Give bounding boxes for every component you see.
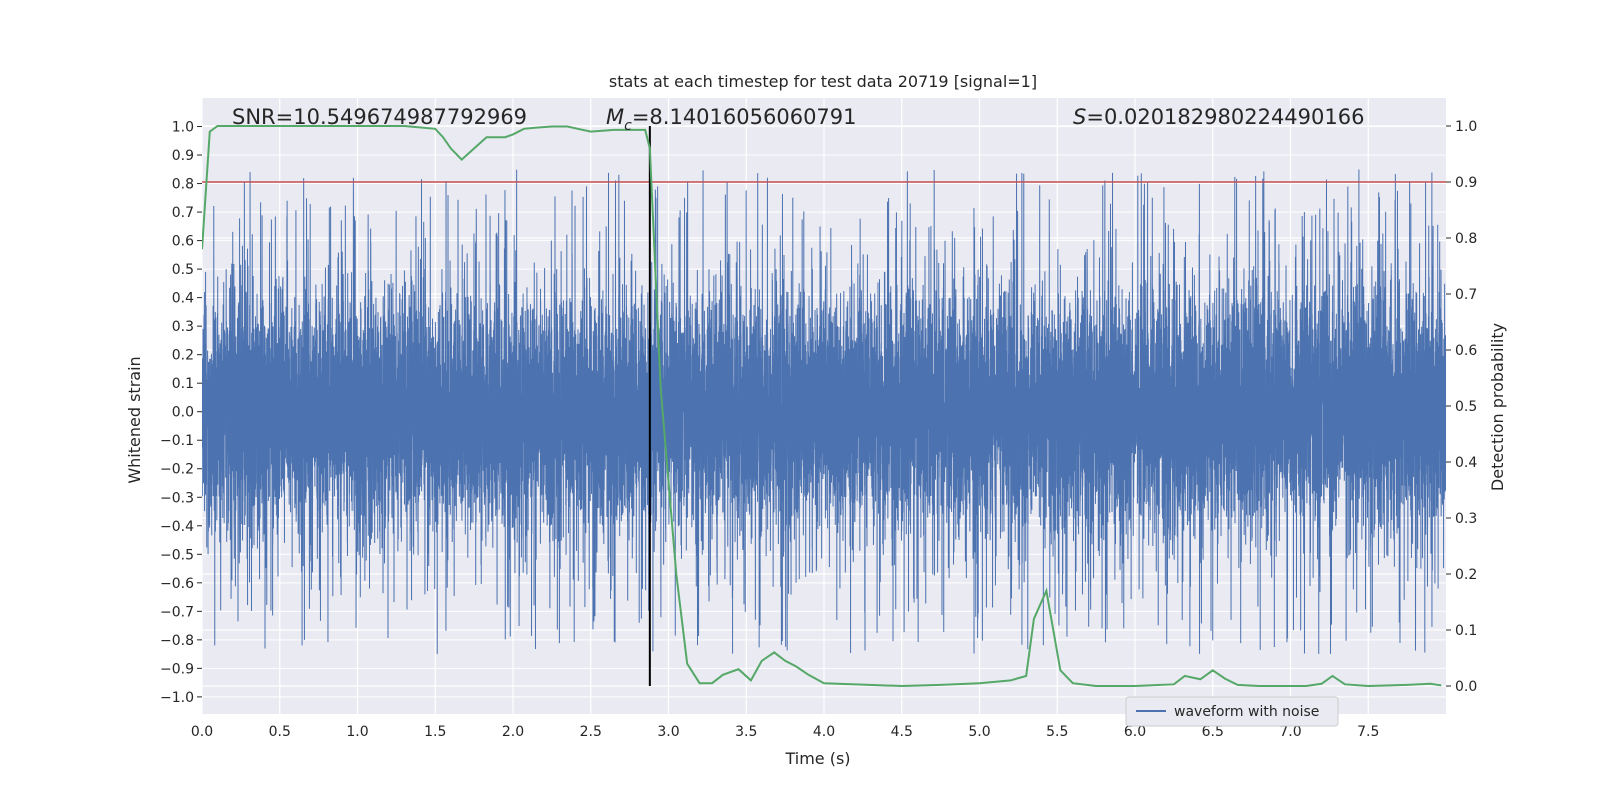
y-tick-label: −0.7 [160, 604, 194, 620]
x-tick-label: 3.0 [657, 724, 679, 740]
y-tick-label: 0.5 [172, 262, 194, 278]
y2-tick-label: 0.4 [1455, 455, 1477, 471]
s-value: =0.020182980224490166 [1086, 105, 1364, 129]
y-tick-label: −0.9 [160, 661, 194, 677]
y-tick-label: 0.7 [172, 205, 194, 221]
y-axis-ticks: 1.0 0.9 0.8 0.7 0.6 0.5 0.4 0.3 0.2 0.1 0.0 −0.1 −0.… [160, 120, 202, 706]
y-axis-label: Whitened strain [125, 356, 144, 483]
x-tick-label: 5.0 [968, 724, 990, 740]
x-tick-label: 1.5 [424, 724, 446, 740]
chirp-mass-subscript: c [624, 118, 632, 134]
x-tick-label: 0.0 [191, 724, 213, 740]
x-tick-label: 3.5 [735, 724, 757, 740]
y2-tick-label: 1.0 [1455, 119, 1477, 135]
y-tick-label: −0.3 [160, 490, 194, 506]
y2-axis-ticks: 1.0 0.9 0.8 0.7 0.6 0.5 0.4 0.3 0.2 0.1 0.0 [1446, 119, 1477, 695]
legend-box [1125, 696, 1339, 727]
y-tick-label: 0.9 [172, 148, 194, 164]
x-tick-label: 7.0 [1279, 724, 1301, 740]
x-tick-label: 2.0 [502, 724, 524, 740]
y-tick-label: 0.6 [172, 234, 194, 250]
x-tick-label: 2.5 [580, 724, 602, 740]
x-tick-label: 1.0 [346, 724, 368, 740]
legend: waveform with noise [1125, 696, 1339, 727]
y2-tick-label: 0.2 [1455, 567, 1477, 583]
y2-tick-label: 0.9 [1455, 175, 1477, 191]
s-symbol: S [1073, 105, 1086, 129]
y-tick-label: 1.0 [172, 120, 194, 136]
y2-tick-label: 0.0 [1455, 679, 1477, 695]
x-tick-label: 6.5 [1202, 724, 1224, 740]
x-tick-label: 6.0 [1124, 724, 1146, 740]
y-tick-label: −0.8 [160, 633, 194, 649]
x-tick-label: 4.5 [891, 724, 913, 740]
legend-entry-waveform: waveform with noise [1174, 704, 1319, 720]
snr-annotation: SNR=10.549674987792969 [232, 105, 527, 129]
x-tick-label: 4.0 [813, 724, 835, 740]
y-tick-label: −0.4 [160, 519, 194, 535]
y2-tick-label: 0.3 [1455, 511, 1477, 527]
y-tick-label: 0.2 [172, 348, 194, 364]
y-tick-label: 0.0 [172, 405, 194, 421]
chirp-mass-symbol: M [606, 105, 624, 129]
y2-tick-label: 0.7 [1455, 287, 1477, 303]
y2-tick-label: 0.5 [1455, 399, 1477, 415]
y2-tick-label: 0.1 [1455, 623, 1477, 639]
y-tick-label: −1.0 [160, 690, 194, 706]
chart-marks [202, 125, 1446, 688]
x-tick-label: 5.5 [1046, 724, 1068, 740]
chirp-mass-value: =8.14016056060791 [632, 105, 857, 129]
x-tick-label: 7.5 [1357, 724, 1379, 740]
x-axis-ticks: 0.0 0.5 1.0 1.5 2.0 2.5 3.0 3.5 4.0 4.5 5.0 5.5 6.0 6… [191, 724, 1380, 740]
chirp-mass-annotation: Mc=8.14016056060791 [606, 105, 857, 134]
y-tick-label: 0.1 [172, 376, 194, 392]
y-tick-label: −0.2 [160, 462, 194, 478]
y-tick-label: −0.6 [160, 576, 194, 592]
plot-area [202, 125, 1446, 688]
x-tick-label: 0.5 [269, 724, 291, 740]
s-annotation: S=0.020182980224490166 [1073, 105, 1364, 129]
y-tick-label: 0.4 [172, 291, 194, 307]
y2-axis-label: Detection probability [1488, 323, 1507, 491]
x-axis-label: Time (s) [784, 749, 850, 768]
chart-title: stats at each timestep for test data 207… [609, 72, 1037, 91]
series-detection-probability [202, 125, 1442, 688]
y-tick-label: 0.3 [172, 319, 194, 335]
y2-tick-label: 0.8 [1455, 231, 1477, 247]
y2-tick-label: 0.6 [1455, 343, 1477, 359]
y-tick-label: −0.5 [160, 547, 194, 563]
y-tick-label: −0.1 [160, 433, 194, 449]
y-tick-label: 0.8 [172, 177, 194, 193]
series-waveform-with-noise [202, 169, 1446, 655]
